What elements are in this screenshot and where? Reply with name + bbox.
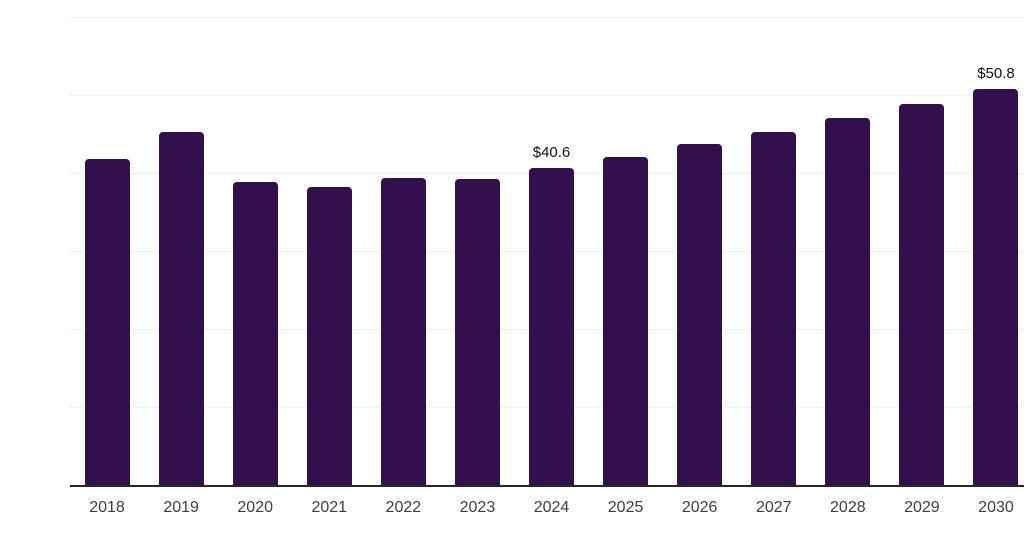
gridline-y-50 [70,95,1024,96]
bar-2029 [899,103,945,485]
bar-2022 [380,177,426,485]
x-tick-label-2026: 2026 [681,499,718,516]
bar-2027 [751,132,797,485]
bar-chart: $40.6 $50.8 2018 2019 2020 2021 2022 2023 2024 2… [40,16,1024,528]
x-tick-label-2025: 2025 [607,499,644,516]
bar-2018 [84,159,130,485]
plot-area: $40.6 $50.8 [70,17,1024,485]
bar-slot-2024: $40.6 [514,145,588,485]
bar-2024 [529,168,574,485]
x-tick-label-2020: 2020 [237,499,273,516]
bar-slot-2030: $50.8 [959,66,1024,485]
bar-value-label-2024: $40.6 [532,144,571,162]
bar-slot-2029 [885,103,959,485]
bar-value-label-2030: $50.8 [977,64,1015,82]
bar-slot-2018 [70,159,144,485]
bar-slot-2021 [292,187,366,485]
x-tick-label-2029: 2029 [904,499,940,516]
bar-2025 [603,156,649,485]
gridline-y-60 [70,17,1024,18]
bar-2030 [973,88,1019,485]
bar-slot-2026 [663,144,737,485]
x-axis-tick-labels: 2018 2019 2020 2021 2022 2023 2024 2025 2026 2027… [70,500,1024,516]
x-tick-label-2023: 2023 [459,499,496,516]
x-tick-label-2024: 2024 [533,499,570,516]
bar-2026 [677,144,723,485]
x-tick-label-2021: 2021 [311,499,348,516]
bar-2021 [306,187,352,485]
x-tick-label-2030: 2030 [978,499,1014,516]
bar-slot-2019 [144,132,218,485]
x-tick-label-2027: 2027 [755,499,792,516]
bar-slot-2022 [366,177,440,485]
x-axis-line [70,485,1024,487]
bar-slot-2023 [440,178,514,485]
x-tick-label-2022: 2022 [385,499,422,516]
bar-2023 [454,178,500,485]
bar-slot-2028 [811,118,885,485]
bar-slot-2027 [737,132,811,485]
x-tick-label-2028: 2028 [830,499,866,516]
bar-2020 [232,182,278,485]
bar-slot-2020 [218,182,292,485]
bars-row: $40.6 $50.8 [70,17,1024,485]
x-tick-label-2018: 2018 [89,499,125,516]
x-tick-label-2019: 2019 [163,499,199,516]
bar-2028 [825,118,871,485]
bar-2019 [158,132,204,485]
bar-slot-2025 [589,156,663,485]
